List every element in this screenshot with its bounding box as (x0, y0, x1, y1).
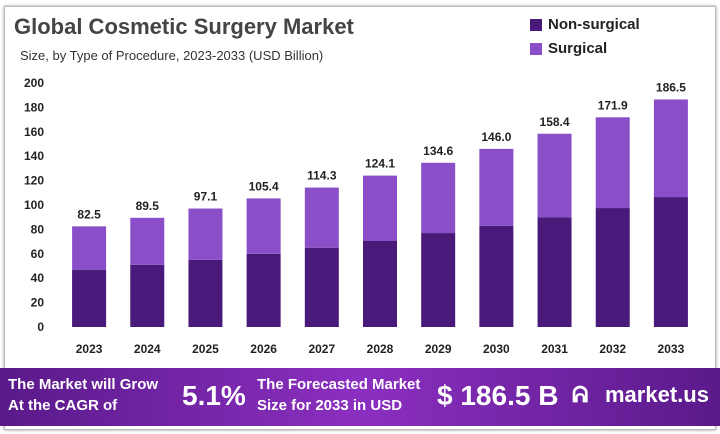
chart-title: Global Cosmetic Surgery Market (14, 14, 354, 39)
forecast-value: $ 186.5 B (437, 380, 559, 411)
bar-surgical-2032 (595, 117, 630, 209)
cagr-text-1: The Market will Grow (8, 376, 159, 393)
bar-non-surgical-2027 (304, 247, 339, 327)
y-tick-label: 0 (37, 320, 44, 334)
y-tick-label: 160 (24, 125, 44, 139)
legend-label: Surgical (548, 40, 608, 57)
x-tick-label: 2029 (425, 342, 452, 356)
total-label: 97.1 (194, 190, 218, 204)
bar-surgical-2025 (188, 208, 223, 260)
x-tick-label: 2024 (134, 342, 161, 356)
x-tick-label: 2027 (308, 342, 335, 356)
bar-non-surgical-2023 (72, 269, 107, 327)
total-label: 89.5 (136, 199, 160, 213)
brand-logo-icon: ᕱ (572, 382, 589, 407)
bar-non-surgical-2029 (421, 233, 456, 327)
brand-logo: market.us (605, 382, 709, 407)
legend: Non-surgical Surgical (530, 16, 640, 64)
bar-chart: 0 20 40 60 80 100 120 140 160 180 200 82.5 2023 89.5 2… (24, 76, 688, 356)
forecast-text-2: Size for 2033 in USD (257, 397, 403, 414)
bar-non-surgical-2030 (479, 225, 514, 327)
y-tick-label: 180 (24, 100, 44, 114)
x-tick-label: 2025 (192, 342, 219, 356)
bar-surgical-2027 (304, 187, 339, 248)
total-label: 134.6 (423, 144, 453, 158)
total-label: 114.3 (307, 169, 337, 183)
bar-surgical-2030 (479, 148, 514, 226)
legend-item-non-surgical: Non-surgical (530, 16, 640, 33)
bar-non-surgical-2028 (363, 240, 397, 327)
x-tick-label: 2030 (483, 342, 510, 356)
bar-non-surgical-2031 (537, 217, 572, 327)
x-tick-label: 2023 (76, 342, 103, 356)
y-tick-label: 20 (31, 296, 45, 310)
x-tick-label: 2033 (658, 342, 685, 356)
total-label: 82.5 (77, 207, 101, 221)
bar-surgical-2033 (653, 99, 688, 198)
bar-surgical-2023 (72, 226, 107, 270)
y-tick-label: 60 (31, 247, 45, 261)
bar-non-surgical-2026 (246, 253, 281, 327)
chart-frame (4, 6, 716, 430)
total-label: 171.9 (598, 98, 628, 112)
x-tick-label: 2032 (599, 342, 626, 356)
total-label: 124.1 (365, 157, 395, 171)
bar-non-surgical-2024 (130, 264, 165, 327)
total-label: 146.0 (481, 130, 511, 144)
y-tick-label: 120 (24, 174, 44, 188)
bar-surgical-2024 (130, 217, 165, 265)
y-tick-label: 140 (24, 149, 44, 163)
y-tick-label: 100 (24, 198, 44, 212)
x-tick-label: 2031 (541, 342, 568, 356)
cagr-value: 5.1% (182, 380, 246, 411)
bar-surgical-2028 (363, 175, 397, 241)
total-label: 186.5 (656, 80, 686, 94)
total-label: 158.4 (540, 115, 570, 129)
bar-surgical-2029 (421, 162, 456, 234)
chart-subtitle: Size, by Type of Procedure, 2023-2033 (U… (20, 48, 324, 63)
bar-non-surgical-2032 (595, 208, 630, 327)
total-label: 105.4 (249, 179, 279, 193)
x-tick-label: 2026 (250, 342, 277, 356)
forecast-text-1: The Forecasted Market (257, 376, 421, 393)
legend-item-surgical: Surgical (530, 40, 640, 57)
x-tick-label: 2028 (367, 342, 394, 356)
y-tick-label: 40 (31, 271, 45, 285)
legend-label: Non-surgical (548, 16, 640, 33)
bar-surgical-2031 (537, 133, 572, 218)
bar-non-surgical-2033 (653, 197, 688, 327)
y-tick-label: 200 (24, 76, 44, 90)
cagr-text-2: At the CAGR of (8, 397, 118, 414)
bar-surgical-2026 (246, 198, 281, 254)
y-tick-label: 80 (31, 222, 45, 236)
bar-non-surgical-2025 (188, 259, 223, 327)
banner: The Market will Grow At the CAGR of 5.1%… (0, 368, 720, 426)
